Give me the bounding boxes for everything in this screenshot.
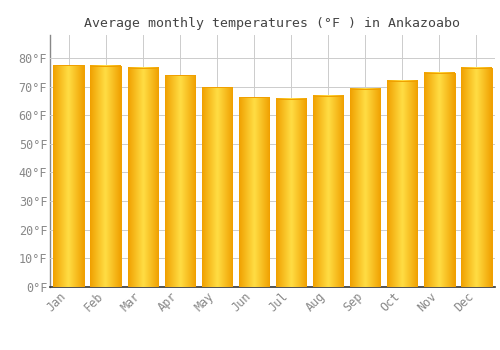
Bar [128,68,158,287]
Bar [387,80,418,287]
Bar [90,66,121,287]
Bar [276,99,306,287]
Bar [164,75,195,287]
Bar [424,73,454,287]
Bar [90,66,121,287]
Bar [54,65,84,287]
Bar [239,97,269,287]
Bar [350,89,380,287]
Bar [164,75,195,287]
Bar [350,89,380,287]
Bar [276,99,306,287]
Bar [462,68,492,287]
Bar [313,96,344,287]
Bar [202,87,232,287]
Title: Average monthly temperatures (°F ) in Ankazoabo: Average monthly temperatures (°F ) in An… [84,17,460,30]
Bar [387,80,418,287]
Bar [424,73,454,287]
Bar [54,65,84,287]
Bar [239,97,269,287]
Bar [462,68,492,287]
Bar [202,87,232,287]
Bar [313,96,344,287]
Bar [128,68,158,287]
